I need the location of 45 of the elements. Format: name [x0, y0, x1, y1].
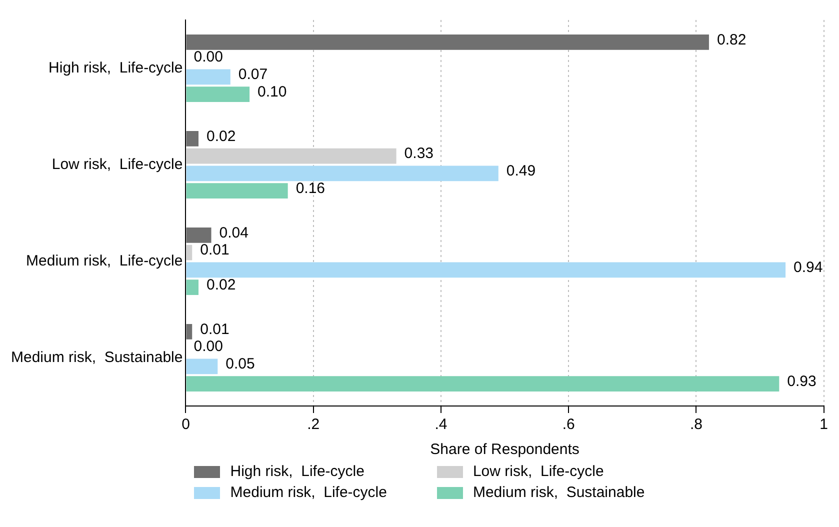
- data-label: 0.04: [219, 224, 248, 242]
- data-label: 0.01: [200, 320, 230, 338]
- bar: [186, 34, 709, 50]
- x-tick-label: .4: [434, 416, 448, 434]
- y-tick-label: Medium risk, Life-cycle: [26, 252, 183, 270]
- x-tick-label: 1: [820, 416, 828, 434]
- legend-label: Low risk, Life-cycle: [472, 463, 604, 480]
- y-tick-label: Medium risk, Sustainable: [10, 348, 183, 366]
- bar: [186, 376, 780, 392]
- bar: [186, 131, 198, 146]
- bar: [186, 244, 192, 260]
- data-label: 0.00: [194, 48, 223, 66]
- x-tick-label: .6: [562, 416, 575, 434]
- y-tick-label: Low risk, Life-cycle: [52, 156, 183, 173]
- data-label: 0.01: [200, 242, 230, 259]
- data-label: 0.02: [206, 128, 236, 145]
- data-label: 0.00: [194, 338, 223, 356]
- data-label: 0.05: [226, 356, 255, 373]
- bar: [186, 86, 250, 102]
- x-tick-label: .2: [307, 416, 320, 434]
- x-axis-title: Share of Respondents: [430, 441, 580, 458]
- data-label: 0.93: [787, 372, 816, 390]
- data-label: 0.94: [794, 259, 823, 276]
- bar: [186, 183, 288, 198]
- x-tick-label: 0: [182, 416, 190, 434]
- data-label: 0.10: [258, 83, 287, 100]
- data-label: 0.33: [404, 145, 434, 162]
- data-label: 0.07: [238, 66, 268, 84]
- bar: [186, 262, 786, 278]
- x-tick-label: .8: [690, 416, 702, 434]
- bar: [186, 69, 230, 85]
- legend-label: High risk, Life-cycle: [230, 463, 364, 480]
- data-label: 0.49: [506, 162, 536, 180]
- data-label: 0.16: [296, 180, 326, 197]
- bar: [186, 280, 198, 295]
- legend-label: Medium risk, Sustainable: [472, 484, 645, 501]
- data-label: 0.02: [206, 276, 236, 294]
- data-label: 0.82: [716, 31, 746, 48]
- bar: [186, 148, 396, 164]
- bar: [186, 166, 498, 182]
- bar: [186, 324, 192, 340]
- y-tick-label: High risk, Life-cycle: [48, 59, 183, 76]
- legend-label: Medium risk, Life-cycle: [230, 484, 387, 501]
- bar: [186, 358, 218, 374]
- bar: [186, 228, 212, 243]
